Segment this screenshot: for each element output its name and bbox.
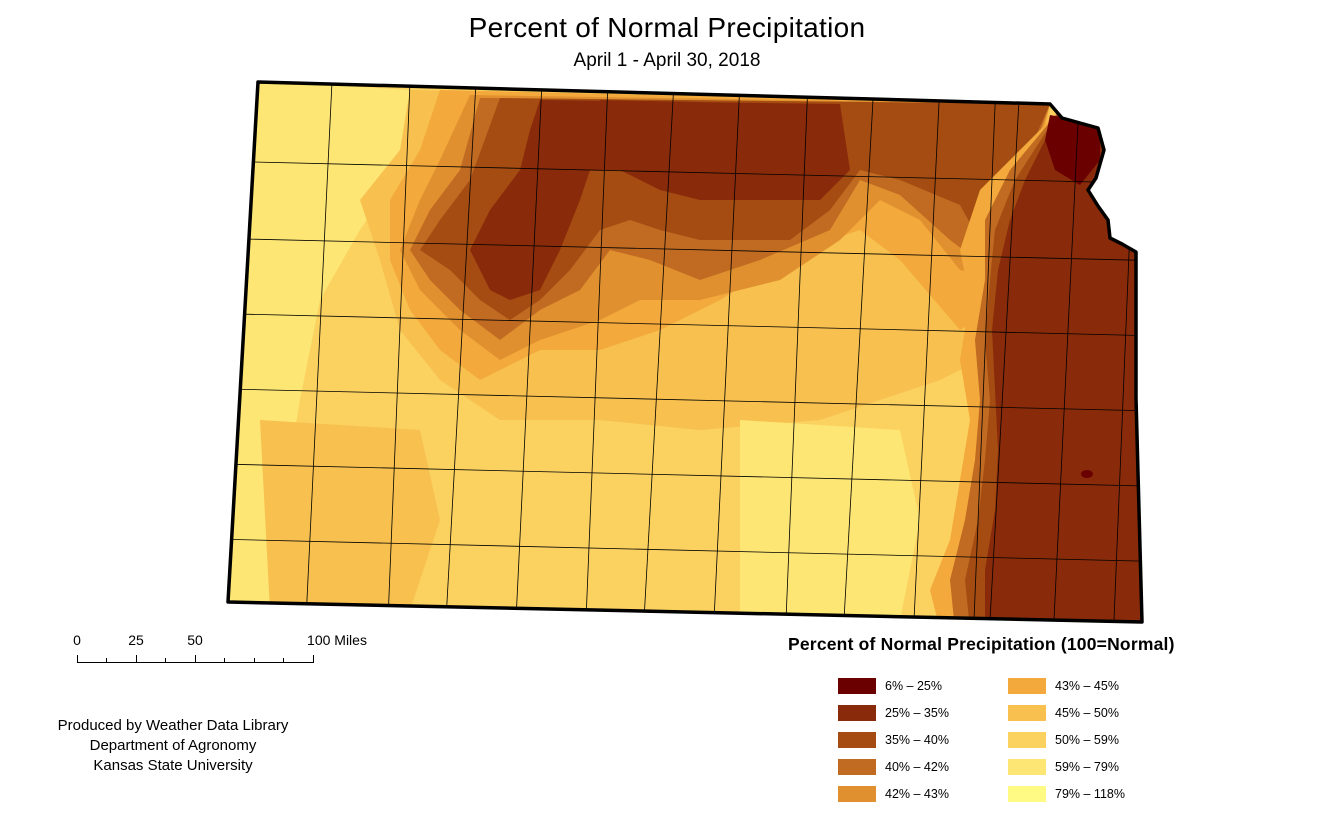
legend-swatch xyxy=(838,677,876,694)
county-line xyxy=(228,538,1142,562)
legend-label: 25% – 35% xyxy=(885,705,949,720)
legend-item: 40% – 42% xyxy=(838,753,1008,780)
zone-25-35-east xyxy=(985,110,1142,622)
scale-label-25: 25 xyxy=(128,632,144,648)
legend: Percent of Normal Precipitation (100=Nor… xyxy=(780,634,1300,807)
legend-swatch xyxy=(1008,731,1046,748)
legend-swatch xyxy=(1008,677,1046,694)
county-line xyxy=(228,238,1142,261)
legend-item: 42% – 43% xyxy=(838,780,1008,807)
legend-item: 25% – 35% xyxy=(838,699,1008,726)
zone-25-35-north-2 xyxy=(600,100,700,170)
legend-label: 79% – 118% xyxy=(1055,786,1125,801)
credit-line: Department of Agronomy xyxy=(89,737,257,754)
legend-label: 42% – 43% xyxy=(885,786,949,801)
legend-swatch xyxy=(1008,758,1046,775)
legend-item: 79% – 118% xyxy=(1008,780,1208,807)
legend-swatch xyxy=(838,785,876,802)
legend-item: 59% – 79% xyxy=(1008,753,1208,780)
zone-25-35-north xyxy=(470,100,850,300)
legend-label: 45% – 50% xyxy=(1055,705,1119,720)
credit-line: Kansas State University xyxy=(93,757,253,774)
county-line xyxy=(515,82,543,621)
scale-label-0: 0 xyxy=(73,632,81,648)
legend-label: 6% – 25% xyxy=(885,678,942,693)
county-line xyxy=(643,82,675,621)
scale-tick xyxy=(283,658,284,663)
legend-items: 6% – 25% 25% – 35% 35% – 40% 40% – 42% 42% –… xyxy=(838,672,1300,807)
legend-label: 50% – 59% xyxy=(1055,732,1119,747)
map-subtitle: April 1 - April 30, 2018 xyxy=(573,50,761,71)
legend-item: 45% – 50% xyxy=(1008,699,1208,726)
county-line xyxy=(228,160,1142,184)
county-line xyxy=(305,82,333,621)
legend-label: 35% – 40% xyxy=(885,732,949,747)
legend-label: 59% – 79% xyxy=(1055,759,1119,774)
credit-line: Produced by Weather Data Library xyxy=(57,717,289,734)
scale-tick xyxy=(136,655,137,663)
scale-label-50: 50 xyxy=(187,632,203,648)
county-line xyxy=(785,82,809,621)
county-line xyxy=(843,82,875,621)
county-line xyxy=(228,388,1142,412)
legend-item: 43% – 45% xyxy=(1008,672,1208,699)
county-line xyxy=(585,82,609,621)
scale-tick xyxy=(313,655,314,663)
scale-bar: 0 25 50 100 Miles xyxy=(60,632,380,672)
scale-tick xyxy=(106,658,107,663)
zone-6-25 xyxy=(1045,115,1100,185)
legend-swatch xyxy=(1008,785,1046,802)
precipitation-zones xyxy=(228,82,1142,622)
zone-45-50-southwest xyxy=(260,420,440,610)
legend-swatch xyxy=(1008,704,1046,721)
county-line xyxy=(973,82,997,621)
zone-59-79-south xyxy=(740,420,920,620)
scale-tick xyxy=(165,658,166,663)
legend-label: 40% – 42% xyxy=(885,759,949,774)
scale-tick xyxy=(224,658,225,663)
county-line xyxy=(913,82,941,621)
scale-label-100: 100 Miles xyxy=(307,632,367,648)
county-line xyxy=(228,463,1142,487)
state-outline xyxy=(226,80,1144,624)
legend-swatch xyxy=(838,731,876,748)
legend-item: 35% – 40% xyxy=(838,726,1008,753)
map-title: Percent of Normal Precipitation xyxy=(468,12,866,43)
county-line xyxy=(713,82,741,621)
county-line xyxy=(1053,82,1081,621)
county-line xyxy=(989,82,1021,621)
legend-item: 6% – 25% xyxy=(838,672,1008,699)
zone-6-25-spot xyxy=(1081,470,1093,478)
legend-title: Percent of Normal Precipitation (100=Nor… xyxy=(788,634,1175,654)
scale-tick xyxy=(77,655,78,663)
legend-swatch xyxy=(838,704,876,721)
legend-label: 43% – 45% xyxy=(1055,678,1119,693)
county-line xyxy=(387,82,411,621)
county-line xyxy=(445,82,477,621)
legend-item: 50% – 59% xyxy=(1008,726,1208,753)
credits: Produced by Weather Data Library Departm… xyxy=(28,716,318,776)
scale-tick xyxy=(254,658,255,663)
scale-tick xyxy=(195,655,196,663)
county-line xyxy=(228,313,1142,336)
legend-swatch xyxy=(838,758,876,775)
